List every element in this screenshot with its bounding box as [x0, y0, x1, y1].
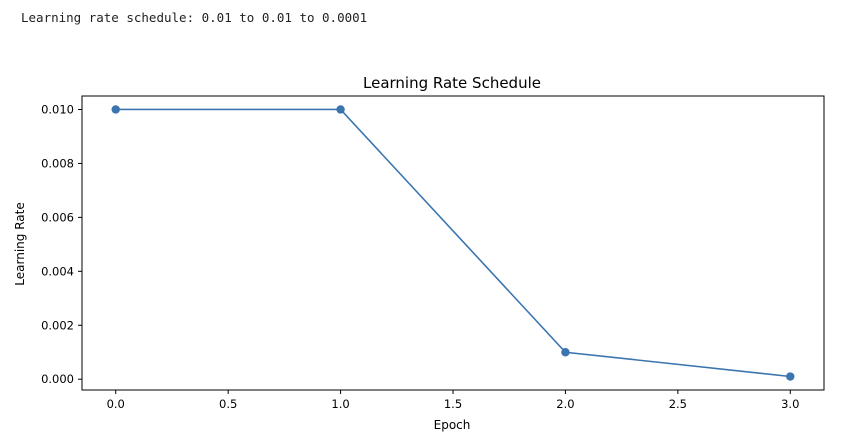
data-point	[561, 348, 570, 357]
print-output: Learning rate schedule: 0.01 to 0.01 to …	[21, 10, 368, 25]
axis-ticks: 0.0 0.5 1.0 1.5 2.0 2.5 3.0 0.000 0.002 0.004 0.00…	[41, 102, 799, 411]
data-point	[336, 105, 345, 114]
x-tick-label: 2.0	[556, 397, 574, 411]
series-layer	[111, 105, 795, 381]
y-axis-label: Learning Rate	[13, 202, 27, 285]
x-tick-label: 2.5	[669, 397, 687, 411]
y-tick-label: 0.002	[41, 318, 74, 332]
x-tick-label: 0.0	[107, 397, 125, 411]
chart-title: Learning Rate Schedule	[363, 74, 541, 92]
x-tick-label: 0.5	[219, 397, 237, 411]
x-tick-label: 3.0	[781, 397, 799, 411]
y-tick-label: 0.000	[41, 372, 74, 386]
y-tick-label: 0.010	[41, 102, 74, 116]
plot-area-frame	[81, 95, 825, 391]
y-tick-label: 0.008	[41, 156, 74, 170]
data-point	[786, 372, 795, 381]
x-tick-label: 1.0	[331, 397, 349, 411]
y-tick-label: 0.004	[41, 264, 74, 278]
x-axis-label: Epoch	[434, 418, 471, 432]
data-point	[111, 105, 120, 114]
y-tick-label: 0.006	[41, 210, 74, 224]
series-line	[115, 108, 791, 378]
x-tick-label: 1.5	[444, 397, 462, 411]
